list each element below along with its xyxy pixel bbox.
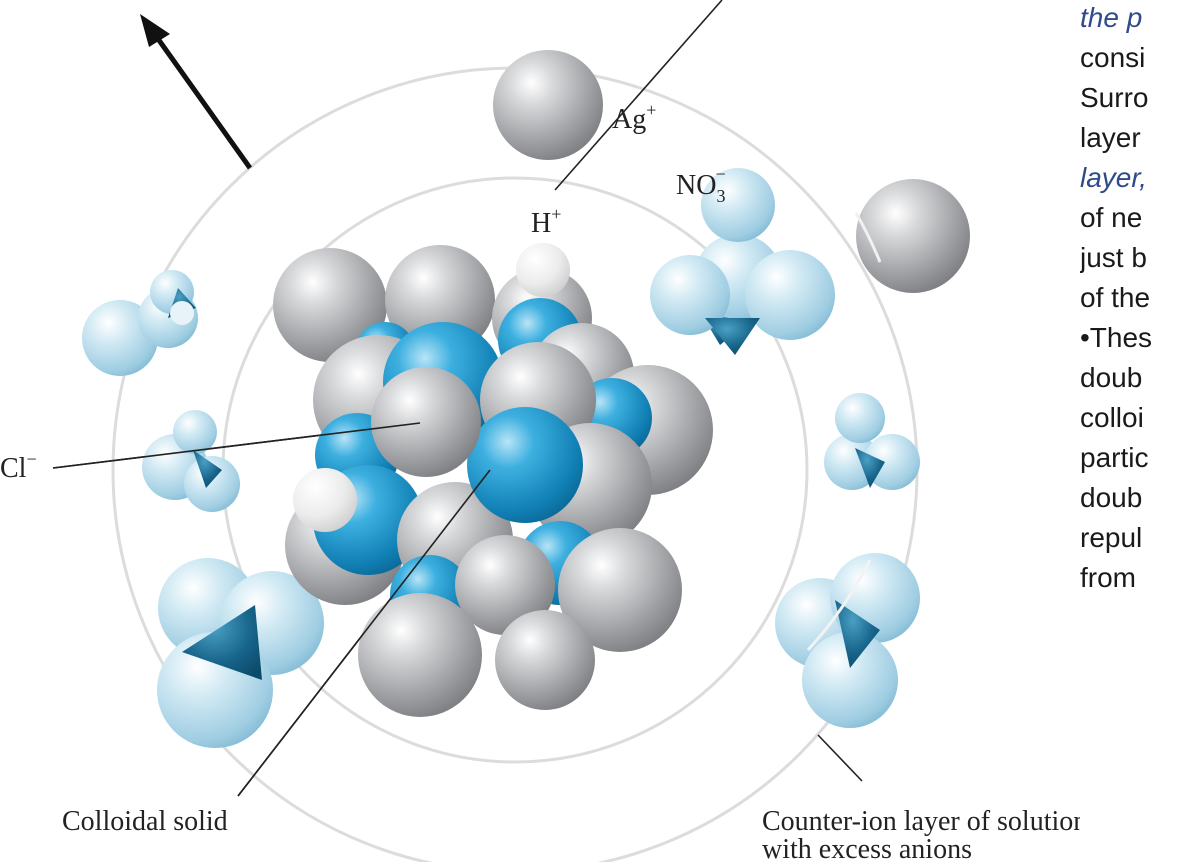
colloid-diagram: Ag+ NO3− H+ Cl− Colloidal solid Counter-… <box>0 0 1080 862</box>
hydrogen-ion-sphere <box>516 243 570 297</box>
side-text-line: just b <box>1080 242 1147 273</box>
counter-ion-label-line1: Counter-ion layer of solution <box>762 806 1080 837</box>
side-text-line: colloi <box>1080 402 1144 433</box>
side-text-line: of ne <box>1080 202 1142 233</box>
hydrogen-ion-label: H+ <box>531 204 561 239</box>
side-text-line: •Thes <box>1080 322 1152 353</box>
nitrate-ion-right-middle <box>824 393 920 490</box>
side-text-line: partic <box>1080 442 1148 473</box>
side-text-line: layer <box>1080 122 1141 153</box>
nitrate-ion-left-bottom <box>157 558 324 748</box>
side-text-line: the p <box>1080 2 1142 33</box>
side-text-line: layer, <box>1080 162 1147 193</box>
side-text-line: consi <box>1080 42 1145 73</box>
side-text-line: from <box>1080 562 1136 593</box>
colloidal-solid-label: Colloidal solid <box>62 806 228 837</box>
counter-ion-pointer-line <box>818 735 862 781</box>
nitrate-ion-left-top <box>82 270 198 376</box>
counter-ion-label-line2: with excess anions <box>762 834 972 862</box>
silver-ion-sphere-right <box>856 179 970 293</box>
side-explanation-text: the p consi Surro layer layer, of ne jus… <box>1080 0 1191 690</box>
side-text-line: repul <box>1080 522 1142 553</box>
side-text-line: Surro <box>1080 82 1148 113</box>
nitrate-ion-right-bottom <box>775 553 920 728</box>
arrow-icon <box>140 14 250 168</box>
side-text-line: of the <box>1080 282 1150 313</box>
silver-ion-sphere <box>493 50 603 160</box>
chloride-label: Cl− <box>0 449 37 484</box>
side-text-line: doub <box>1080 482 1142 513</box>
side-text-line: doub <box>1080 362 1142 393</box>
silver-ion-label: Ag+ <box>612 100 656 135</box>
colloidal-solid-cluster <box>273 245 713 717</box>
